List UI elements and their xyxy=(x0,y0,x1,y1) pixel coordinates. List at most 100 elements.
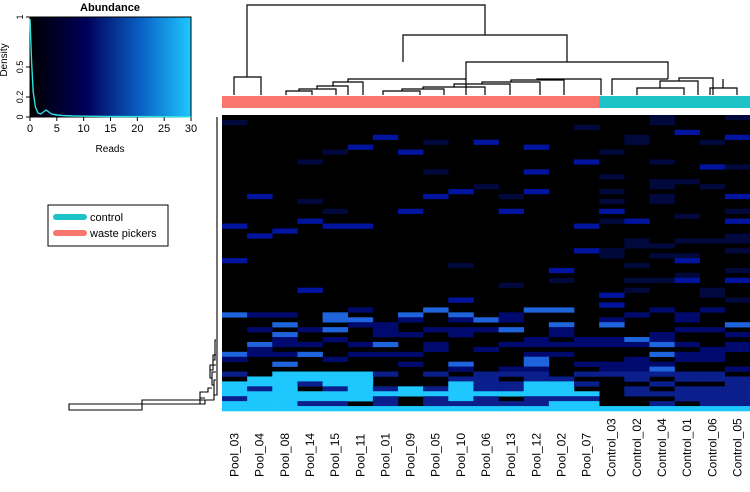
heatmap-cell xyxy=(398,351,424,358)
heatmap-cell xyxy=(599,371,625,377)
heatmap-cell xyxy=(599,174,625,180)
heatmap-cell xyxy=(297,341,323,348)
heatmap-cell xyxy=(423,169,449,175)
heatmap-cell xyxy=(599,302,625,308)
heatmap-cell xyxy=(347,391,374,397)
heatmap-cell xyxy=(624,391,650,397)
heatmap-cell xyxy=(674,386,701,392)
group-bar-cell xyxy=(599,96,625,108)
heatmap-cell xyxy=(297,371,323,377)
heatmap-cell xyxy=(398,332,424,338)
heatmap-cell xyxy=(448,396,474,402)
heatmap-cell xyxy=(599,218,625,224)
heatmap-cell xyxy=(222,406,248,412)
heatmap-cell xyxy=(448,189,474,195)
heatmap-cell xyxy=(649,391,675,397)
column-label: Pool_09 xyxy=(404,433,418,477)
heatmap-cell xyxy=(674,129,701,136)
heatmap-cell xyxy=(222,371,248,377)
color-key-y-ticks: 0 0.2 0.5 1 xyxy=(15,14,30,120)
heatmap-cell xyxy=(674,272,701,279)
heatmap-cell xyxy=(624,376,650,382)
heatmap-cell xyxy=(674,258,701,264)
heatmap-cell xyxy=(724,134,750,140)
color-key-ylabel: Density xyxy=(0,43,10,76)
heatmap-cell xyxy=(322,223,349,229)
heatmap-cell xyxy=(599,198,625,205)
heatmap-cell xyxy=(599,149,625,155)
heatmap-cell xyxy=(423,396,449,402)
heatmap-cell xyxy=(347,144,374,150)
column-label: Control_05 xyxy=(730,418,744,477)
heatmap-cell xyxy=(372,134,399,140)
heatmap-cell xyxy=(297,401,323,407)
color-key-x-ticks: 0 5 10 15 20 25 30 xyxy=(27,117,197,135)
column-label: Pool_05 xyxy=(429,433,443,477)
heatmap-cell xyxy=(724,208,750,214)
column-label: Control_01 xyxy=(680,418,694,477)
heatmap-cell xyxy=(272,396,298,402)
heatmap-cell xyxy=(699,351,726,358)
heatmap-cell xyxy=(498,401,525,407)
column-label: Control_06 xyxy=(705,418,719,477)
key-x-tick-label: 10 xyxy=(78,123,90,135)
heatmap-cell xyxy=(548,277,575,284)
heatmap-cell xyxy=(347,381,374,387)
heatmap-cell xyxy=(624,406,650,412)
heatmap-cell xyxy=(372,401,399,407)
heatmap-cell xyxy=(498,406,525,412)
heatmap-cell xyxy=(599,406,625,412)
heatmap-cell xyxy=(448,381,474,387)
heatmap-cell xyxy=(724,396,750,402)
heatmap-cell xyxy=(599,317,625,323)
heatmap-cell xyxy=(649,337,675,343)
column-label: Pool_10 xyxy=(454,433,468,477)
heatmap-cell xyxy=(724,401,750,407)
heatmap-cell xyxy=(649,179,675,185)
heatmap-cell xyxy=(548,376,575,382)
group-bar-cell xyxy=(548,96,575,108)
key-y-tick-label: 0 xyxy=(15,114,25,119)
heatmap-cell xyxy=(724,391,750,397)
column-label: Control_04 xyxy=(655,418,669,477)
heatmap-cell xyxy=(523,189,550,195)
heatmap-cell xyxy=(724,346,750,353)
heatmap-cell xyxy=(222,119,248,126)
heatmap-cell xyxy=(523,386,550,392)
heatmap-cell xyxy=(574,159,600,165)
heatmap-cell xyxy=(222,381,248,387)
heatmap-cell xyxy=(372,327,399,333)
key-x-tick-label: 20 xyxy=(131,123,143,135)
heatmap-cell xyxy=(724,381,750,387)
heatmap-cell xyxy=(574,223,600,229)
heatmap-cell xyxy=(272,406,298,412)
heatmap-cell xyxy=(548,327,575,333)
heatmap-cell xyxy=(674,396,701,402)
heatmap-cell xyxy=(372,396,399,402)
heatmap-cell xyxy=(372,351,399,358)
heatmap-cell xyxy=(624,356,650,362)
key-y-tick-label: 0.2 xyxy=(15,91,25,104)
heatmap-cell xyxy=(398,149,424,155)
heatmap-cell xyxy=(322,327,349,333)
heatmap-cell xyxy=(699,287,726,293)
heatmap-cell xyxy=(724,376,750,382)
column-label: Pool_03 xyxy=(228,433,242,477)
heatmap-cell xyxy=(649,198,675,205)
heatmap-cell xyxy=(649,119,675,126)
heatmap-cell xyxy=(272,371,298,377)
heatmap-cell xyxy=(624,371,650,377)
heatmap-cell xyxy=(347,351,374,358)
heatmap-cell xyxy=(548,332,575,338)
heatmap-cell xyxy=(272,341,298,348)
heatmap-cell xyxy=(574,406,600,412)
heatmap-cell xyxy=(523,401,550,407)
group-bar-cell xyxy=(498,96,525,108)
heatmap-cell xyxy=(473,317,499,323)
heatmap-cell xyxy=(473,184,499,190)
heatmap-cell xyxy=(272,386,298,392)
heatmap-cell xyxy=(347,223,374,229)
heatmap-cell xyxy=(423,401,449,407)
heatmap-cell xyxy=(548,401,575,407)
heatmap-cell xyxy=(574,248,600,254)
